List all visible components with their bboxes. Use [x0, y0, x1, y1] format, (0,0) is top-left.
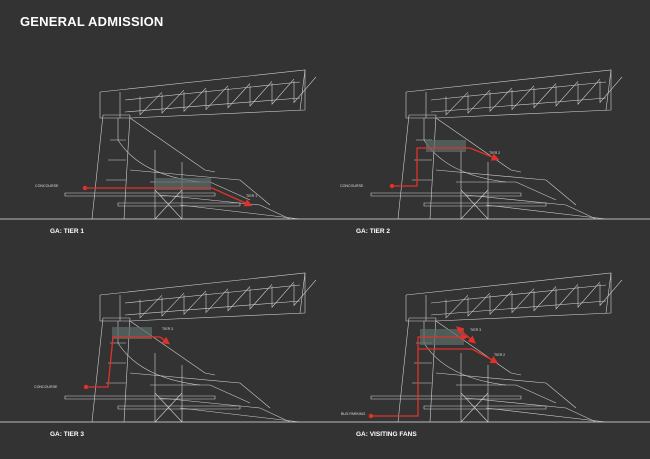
structure-line [577, 78, 601, 106]
route-path [392, 147, 500, 187]
structure-line [555, 81, 579, 107]
structure-line [430, 272, 612, 316]
upper-tier [117, 117, 216, 183]
concourse-slab [370, 395, 522, 400]
concourse-slab [117, 405, 241, 410]
back-wall [91, 114, 131, 220]
annotation-label: CONCOURSE [35, 184, 59, 188]
annotation-label: TIER 2 [494, 353, 505, 357]
route-path [418, 348, 499, 364]
start-point-dot [83, 384, 89, 390]
concourse-slab [64, 192, 216, 197]
structure-line [511, 288, 535, 314]
annotation-label: TIER 3 [162, 327, 173, 331]
structure-line [555, 284, 579, 310]
structure-line [293, 279, 317, 307]
structure-line [533, 286, 557, 312]
glazed-box [112, 327, 152, 339]
structure-line [183, 87, 207, 113]
support-frame [460, 150, 489, 220]
structure-line [293, 76, 317, 104]
structure-line [271, 78, 295, 106]
page-title: GENERAL ADMISSION [20, 14, 164, 29]
glazed-box [155, 178, 211, 190]
stadium-section-4: BUS PARKING TIER 3 TIER 2 [341, 272, 623, 423]
concourse-slab [423, 202, 547, 207]
panel-label-visiting-fans: GA: VISITING FANS [356, 431, 417, 438]
structure-line [511, 85, 535, 111]
structure-line [467, 89, 491, 114]
annotation-label: CONCOURSE [340, 184, 364, 188]
stadium-section-2: CONCOURSE TIER 2 [340, 69, 623, 220]
concourse-slab [423, 405, 547, 410]
support-frame [154, 353, 183, 423]
roof-truss [405, 69, 612, 119]
structure-line [599, 76, 623, 104]
roof-truss [405, 272, 612, 322]
annotation-label: BUS PARKING [341, 412, 366, 416]
concourse-slab [117, 202, 241, 207]
lower-tier [435, 372, 597, 423]
structure-line [445, 295, 469, 319]
support-frame [460, 353, 489, 423]
structure-line [271, 281, 295, 309]
start-point-dot [82, 185, 88, 191]
structure-line [205, 288, 229, 314]
panel-label-tier-1: GA: TIER 1 [50, 228, 84, 235]
structure-line [183, 290, 207, 316]
structure-line [139, 295, 163, 319]
route-path [85, 187, 253, 207]
structure-line [533, 83, 557, 109]
upper-tier [117, 320, 216, 386]
structure-line [161, 89, 185, 114]
seating-rake [179, 204, 301, 220]
stadium-section-3: CONCOURSE TIER 3 [34, 272, 317, 423]
stadium-section-1: CONCOURSE TIER 1 [35, 69, 317, 220]
back-wall [397, 114, 437, 220]
annotation-label: CONCOURSE [34, 385, 58, 389]
structure-line [489, 87, 513, 113]
lower-tier [435, 169, 597, 220]
structure-line [489, 290, 513, 316]
structure-line [430, 69, 612, 113]
annotation-label: TIER 1 [246, 194, 257, 198]
start-point-dot [389, 183, 395, 189]
annotation-label: TIER 3 [470, 328, 481, 332]
seating-rake [485, 407, 607, 423]
lower-tier [129, 372, 291, 423]
seating-rake [179, 407, 301, 423]
structure-line [161, 292, 185, 317]
structure-line [205, 85, 229, 111]
seating-rake [485, 204, 607, 220]
annotation-label: TIER 2 [489, 151, 500, 155]
structure-line [249, 81, 273, 107]
upper-tier [423, 117, 522, 183]
structure-line [227, 83, 251, 109]
structure-line [227, 286, 251, 312]
glazed-box [426, 140, 466, 152]
structure-line [106, 139, 126, 181]
panel-label-tier-3: GA: TIER 3 [50, 431, 84, 438]
lower-tier [129, 169, 291, 220]
route-path [371, 333, 469, 417]
structure-line [577, 281, 601, 309]
roof-truss [99, 272, 306, 322]
structure-line [445, 92, 469, 116]
double-arrow [456, 326, 476, 344]
structure-line [249, 284, 273, 310]
roof-truss [99, 69, 306, 119]
structure-line [124, 272, 306, 316]
structure-line [599, 279, 623, 307]
concourse-slab [64, 395, 216, 400]
route-path [86, 336, 171, 388]
panel-label-tier-2: GA: TIER 2 [356, 228, 390, 235]
structure-line [139, 92, 163, 116]
structure-line [124, 69, 306, 113]
structure-line [467, 292, 491, 317]
start-point-dot [368, 413, 374, 419]
concourse-slab [370, 192, 522, 197]
